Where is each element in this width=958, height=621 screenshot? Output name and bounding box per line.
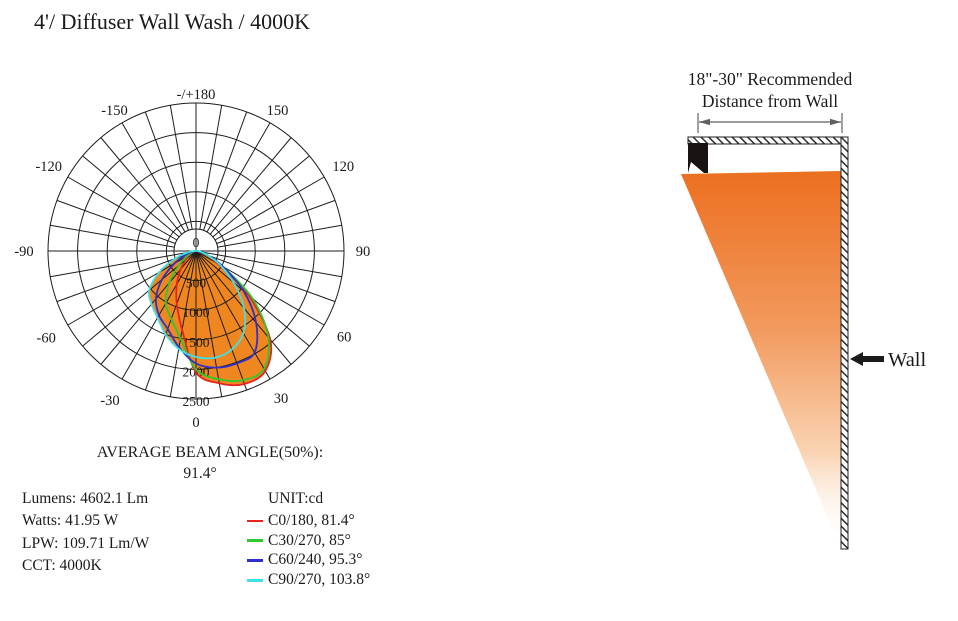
recommended-distance-heading-line2: Distance from Wall — [702, 91, 838, 111]
lumens-value: Lumens: 4602.1 Lm — [22, 490, 149, 507]
legend-item-c0-180: C0/180, 81.4° — [247, 511, 370, 531]
legend-line-swatch-c0-180 — [247, 519, 263, 523]
legend-item-c60-240: C60/240, 95.3° — [247, 551, 370, 571]
polar-grid-spoke — [195, 250, 342, 278]
polar-grid-spoke — [56, 199, 176, 244]
dimension-arrow-right-icon — [830, 118, 841, 126]
recommended-distance-heading-line1: 18"-30" Recommended — [688, 69, 853, 89]
polar-grid-spoke — [209, 137, 292, 235]
polar-angle-label: 0 — [192, 415, 199, 431]
wall-wash-diagram: 18"-30" Recommended Distance from Wall W… — [681, 69, 927, 550]
polar-grid-spoke — [195, 250, 271, 380]
polar-grid-spoke — [199, 105, 223, 230]
polar-angle-label: 150 — [267, 103, 289, 119]
polar-angle-label: 120 — [332, 159, 354, 175]
average-beam-angle-label: AVERAGE BEAM ANGLE(50%): — [96, 444, 324, 461]
polar-grid-spoke — [121, 122, 186, 233]
curve-C90/270 — [147, 250, 246, 360]
polar-grid-spoke — [100, 137, 183, 235]
light-fixture — [688, 143, 708, 173]
wall-label: Wall — [888, 349, 927, 371]
legend-item-label: C30/270, 85° — [268, 531, 351, 549]
cct-value: CCT: 4000K — [22, 556, 102, 574]
polar-grid-spoke — [206, 122, 271, 233]
chart-legend: UNIT:cd C0/180, 81.4° C30/270, 85° C60/2… — [247, 490, 370, 590]
polar-grid-spoke — [216, 199, 336, 244]
watts-value: Watts: 41.95 W — [22, 512, 119, 530]
polar-center-label: 0 — [193, 235, 200, 250]
polar-grid-spoke — [214, 176, 325, 241]
polar-grid-spoke — [217, 224, 342, 248]
polar-grid-spoke — [195, 250, 223, 397]
legend-unit-label: UNIT:cd — [268, 490, 324, 507]
dimension-arrow-left-icon — [699, 118, 710, 126]
legend-line-swatch-c30-270 — [247, 539, 263, 542]
polar-grid-spoke — [50, 224, 175, 248]
dimension-indicator — [697, 113, 843, 133]
polar-grid-spoke — [67, 176, 178, 241]
ceiling — [687, 136, 849, 145]
legend-item-label: C60/240, 95.3° — [268, 551, 363, 569]
polar-grid-spoke — [169, 105, 193, 230]
wall — [840, 136, 849, 550]
legend-line-swatch-c60-240 — [247, 559, 263, 562]
polar-angle-label: -/+180 — [177, 87, 216, 103]
polar-ring-label: 1500 — [183, 335, 210, 350]
legend-item-label: C0/180, 81.4° — [268, 511, 355, 529]
average-beam-angle-value: 91.4° — [183, 465, 217, 482]
fixture-aperture-notch — [688, 162, 704, 173]
wall-arrow-icon — [850, 352, 863, 366]
light-beam — [681, 171, 841, 548]
legend-line-swatch-c90-270 — [247, 578, 263, 582]
polar-grid-spoke — [195, 250, 336, 303]
polar-angle-label: -120 — [35, 159, 62, 175]
polar-grid-spoke — [203, 111, 248, 231]
legend-item-c90-270: C90/270, 103.8° — [247, 570, 370, 590]
polar-ring-label: 500 — [186, 276, 207, 291]
polar-angle-label: 90 — [356, 244, 371, 260]
photometric-summary: Lumens: 4602.1 Lm Watts: 41.95 W LPW: 10… — [22, 488, 149, 577]
polar-angle-label: -60 — [37, 331, 56, 347]
page-title: 4'/ Diffuser Wall Wash / 4000K — [34, 9, 311, 34]
polar-angle-label: 60 — [337, 330, 352, 346]
polar-grid-spoke — [144, 111, 189, 231]
lpw-value: LPW: 109.71 Lm/W — [22, 534, 150, 552]
polar-grid-spoke — [50, 250, 197, 278]
polar-ring-label: 2500 — [183, 394, 210, 409]
wall-arrow-shaft — [863, 356, 884, 362]
polar-ring-label: 1000 — [183, 305, 210, 320]
polar-grid-spoke — [144, 250, 197, 391]
polar-angle-label: -90 — [14, 244, 33, 260]
polar-angle-label: -30 — [100, 393, 119, 409]
polar-grid-spoke — [82, 155, 180, 238]
polar-grid-spoke — [195, 250, 248, 391]
polar-angle-label: -150 — [101, 103, 128, 119]
polar-grid-spoke — [169, 250, 197, 397]
legend-item-c30-270: C30/270, 85° — [247, 531, 370, 551]
polar-grid-spoke — [212, 155, 310, 238]
legend-item-label: C90/270, 103.8° — [268, 571, 371, 589]
wall-pointer: Wall — [850, 349, 927, 371]
polar-angle-label: 30 — [274, 391, 289, 407]
